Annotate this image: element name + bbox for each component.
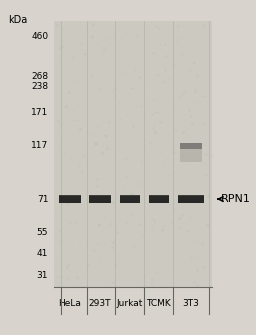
- Text: 171: 171: [31, 108, 48, 117]
- FancyBboxPatch shape: [54, 21, 211, 287]
- Text: 3T3: 3T3: [183, 299, 200, 308]
- Text: Jurkat: Jurkat: [117, 299, 143, 308]
- FancyBboxPatch shape: [120, 195, 140, 203]
- FancyBboxPatch shape: [148, 195, 169, 203]
- Text: 268: 268: [31, 72, 48, 81]
- Text: 31: 31: [37, 271, 48, 280]
- Text: 71: 71: [37, 195, 48, 204]
- FancyBboxPatch shape: [89, 195, 111, 203]
- FancyBboxPatch shape: [148, 195, 169, 196]
- FancyBboxPatch shape: [180, 143, 202, 149]
- Text: TCMK: TCMK: [146, 299, 171, 308]
- FancyBboxPatch shape: [178, 195, 204, 203]
- Text: 41: 41: [37, 249, 48, 258]
- FancyBboxPatch shape: [180, 149, 202, 162]
- Text: 460: 460: [31, 32, 48, 41]
- Text: 55: 55: [37, 228, 48, 237]
- FancyBboxPatch shape: [120, 195, 140, 196]
- Text: kDa: kDa: [9, 15, 28, 25]
- Text: 293T: 293T: [89, 299, 111, 308]
- FancyBboxPatch shape: [178, 195, 204, 196]
- FancyBboxPatch shape: [89, 195, 111, 196]
- Text: HeLa: HeLa: [58, 299, 81, 308]
- Text: 117: 117: [31, 141, 48, 150]
- Text: 238: 238: [31, 82, 48, 90]
- Text: RPN1: RPN1: [221, 194, 251, 204]
- FancyBboxPatch shape: [59, 195, 81, 196]
- FancyBboxPatch shape: [59, 195, 81, 203]
